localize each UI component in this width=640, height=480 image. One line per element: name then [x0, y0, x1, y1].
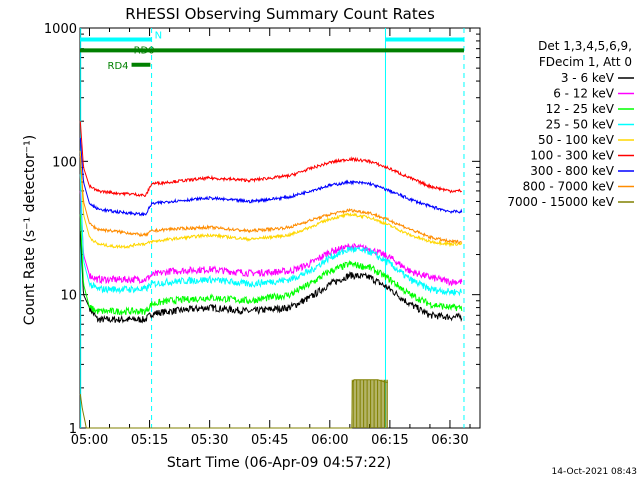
- series-lines: [79, 121, 463, 429]
- legend-label: 25 - 50 keV: [546, 118, 615, 132]
- legend-label: 800 - 7000 keV: [523, 180, 615, 194]
- series-line: [79, 379, 388, 429]
- x-tick-label: 05:30: [191, 433, 228, 448]
- footer-date: 14-Oct-2021 08:43: [552, 467, 637, 477]
- series-line: [79, 231, 463, 324]
- x-tick-label: 06:15: [371, 433, 408, 448]
- y-axis-label: Count Rate (s⁻¹ detector⁻¹): [22, 135, 38, 325]
- series-line: [79, 137, 463, 217]
- legend-label: 12 - 25 keV: [546, 102, 615, 116]
- x-tick-label: 05:00: [71, 433, 108, 448]
- legend-header: FDecim 1, Att 0: [539, 55, 632, 69]
- series-line: [79, 214, 463, 316]
- y-tick-label: 100: [52, 155, 77, 170]
- x-tick-label: 06:00: [311, 433, 348, 448]
- legend-label: 100 - 300 keV: [530, 149, 614, 163]
- x-tick-label: 05:15: [131, 433, 168, 448]
- series-line: [79, 155, 462, 245]
- legend-label: 300 - 800 keV: [530, 164, 614, 178]
- legend-label: 7000 - 15000 keV: [507, 195, 614, 209]
- series-line: [79, 150, 463, 249]
- x-tick-label: 06:30: [431, 433, 468, 448]
- legend-label: 6 - 12 keV: [553, 87, 615, 101]
- legend-label: 3 - 6 keV: [561, 71, 615, 85]
- series-line: [79, 121, 462, 198]
- legend: Det 1,3,4,5,6,9, FDecim 1, Att 0 3 - 6 keV…: [507, 39, 634, 209]
- series-line: [79, 174, 463, 297]
- x-tick-label: 05:45: [251, 433, 288, 448]
- y-tick-label: 1: [69, 422, 77, 437]
- x-axis-label: Start Time (06-Apr-09 04:57:22): [167, 455, 391, 471]
- legend-label: 50 - 100 keV: [538, 133, 615, 147]
- segment-label: RD0: [134, 45, 155, 56]
- segment-label: N: [155, 30, 162, 41]
- y-tick-label: 1000: [44, 22, 77, 37]
- legend-header: Det 1,3,4,5,6,9,: [538, 39, 632, 53]
- segment-label: RD4: [108, 61, 129, 72]
- chart-title: RHESSI Observing Summary Count Rates: [125, 5, 435, 23]
- y-tick-label: 10: [60, 289, 77, 304]
- series-line: [79, 190, 463, 287]
- tick-labels: 05:00 05:15 05:30 05:45 06:00 06:15 06:30 1 10 10…: [44, 22, 469, 448]
